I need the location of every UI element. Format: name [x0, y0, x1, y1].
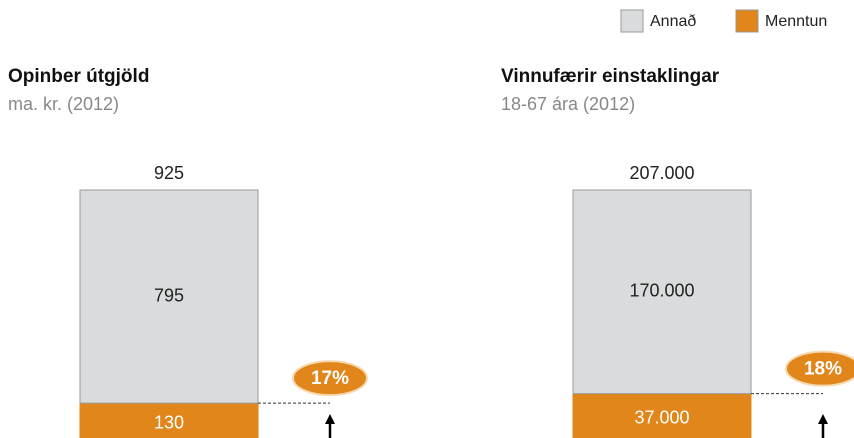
legend-swatch [620, 9, 644, 33]
segment-label: 795 [154, 285, 184, 305]
legend-label: Annað [650, 13, 696, 30]
chart-subtitle: 18-67 ára (2012) [501, 94, 635, 114]
annotation: 17% [311, 368, 349, 389]
chart-title: Vinnufærir einstaklingar [501, 66, 720, 87]
bar-segment [79, 189, 259, 404]
bar-segment [79, 402, 259, 438]
segment-label: 37.000 [634, 408, 689, 428]
legend-swatch [735, 9, 759, 33]
arrow-head [325, 414, 335, 424]
annotation-bubble [785, 350, 854, 387]
bar-segment [572, 189, 752, 395]
total-label: 925 [154, 163, 184, 183]
annotation: 18% [804, 359, 842, 380]
chart-title: Opinber útgjöld [8, 66, 149, 87]
chart-subtitle: ma. kr. (2012) [8, 94, 119, 114]
total-label: 207.000 [629, 163, 694, 183]
annotation-bubble [292, 360, 368, 397]
arrow-head [818, 414, 828, 424]
segment-label: 170.000 [629, 281, 694, 301]
segment-label: 130 [154, 412, 184, 432]
legend-label: Menntun [765, 13, 827, 30]
